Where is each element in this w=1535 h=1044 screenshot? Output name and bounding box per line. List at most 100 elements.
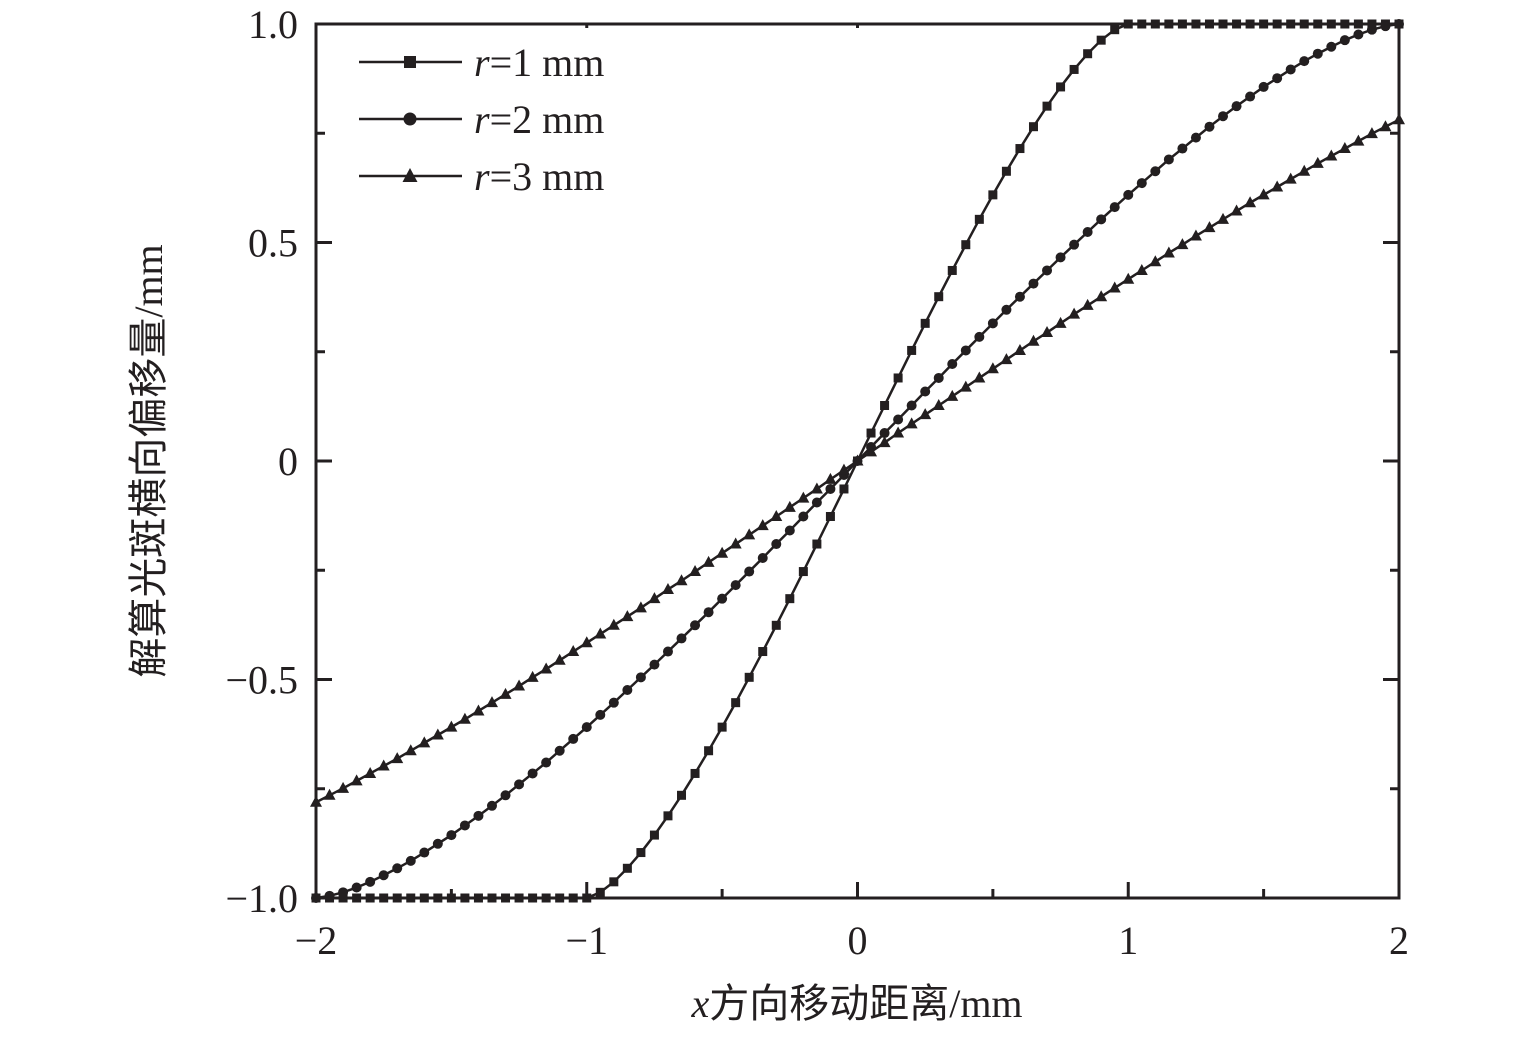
triangle-marker bbox=[418, 736, 431, 748]
triangle-marker bbox=[648, 592, 661, 604]
square-marker bbox=[1015, 144, 1025, 154]
triangle-marker bbox=[1203, 221, 1216, 233]
circle-marker bbox=[1096, 214, 1107, 225]
circle-marker bbox=[974, 331, 985, 342]
y-tick-label: 0 bbox=[278, 439, 298, 484]
triangle-marker bbox=[824, 472, 837, 484]
circle-marker bbox=[784, 525, 795, 536]
square-marker bbox=[663, 811, 673, 821]
circle-marker bbox=[514, 779, 525, 790]
circle-marker bbox=[987, 318, 998, 329]
circle-marker bbox=[473, 810, 484, 821]
triangle-marker bbox=[1149, 255, 1162, 267]
triangle-marker bbox=[878, 436, 891, 448]
triangle-marker bbox=[1027, 334, 1040, 346]
triangle-marker bbox=[634, 601, 647, 613]
triangle-marker bbox=[986, 362, 999, 374]
triangle-marker bbox=[973, 371, 986, 383]
square-marker bbox=[636, 848, 646, 858]
circle-marker bbox=[730, 580, 741, 591]
circle-marker bbox=[1285, 64, 1296, 75]
triangle-marker bbox=[431, 728, 444, 740]
circle-marker bbox=[771, 539, 782, 550]
circle-marker bbox=[1001, 304, 1012, 315]
circle-marker bbox=[446, 830, 457, 841]
x-tick-label: 0 bbox=[848, 918, 868, 963]
square-marker bbox=[690, 768, 700, 778]
triangle-marker bbox=[1081, 298, 1094, 310]
triangle-marker bbox=[1271, 180, 1284, 192]
circle-marker bbox=[879, 428, 890, 439]
circle-marker bbox=[1042, 265, 1053, 276]
square-marker bbox=[404, 56, 416, 68]
triangle-marker bbox=[1365, 127, 1378, 139]
triangle-marker bbox=[905, 417, 918, 429]
triangle-marker bbox=[1325, 149, 1338, 161]
triangle-marker bbox=[702, 555, 715, 567]
circle-marker bbox=[581, 722, 592, 733]
triangle-marker bbox=[1122, 272, 1135, 284]
circle-marker bbox=[486, 800, 497, 811]
triangle-marker bbox=[1284, 172, 1297, 184]
triangle-marker bbox=[837, 463, 850, 475]
triangle-marker bbox=[1108, 281, 1121, 293]
circle-marker bbox=[459, 820, 470, 831]
legend-label: r=3 mm bbox=[474, 154, 604, 199]
circle-marker bbox=[1245, 91, 1256, 102]
triangle-marker bbox=[1189, 229, 1202, 241]
triangle-marker bbox=[1041, 326, 1054, 338]
triangle-marker bbox=[377, 759, 390, 771]
square-marker bbox=[771, 620, 781, 630]
square-marker bbox=[839, 484, 849, 494]
circle-marker bbox=[635, 672, 646, 683]
triangle-marker bbox=[323, 788, 336, 800]
circle-marker bbox=[798, 511, 809, 522]
triangle-marker bbox=[851, 454, 864, 466]
circle-marker bbox=[1123, 189, 1134, 200]
legend-item: r=1 mm bbox=[359, 40, 604, 85]
square-marker bbox=[866, 428, 876, 438]
triangle-marker bbox=[1338, 142, 1351, 154]
legend-item: r=2 mm bbox=[359, 97, 604, 142]
square-marker bbox=[649, 830, 659, 840]
triangle-marker bbox=[513, 679, 526, 691]
circle-marker bbox=[811, 497, 822, 508]
square-marker bbox=[744, 672, 754, 682]
circle-marker bbox=[947, 358, 958, 369]
legend: r=1 mm r=2 mm r=3 mm bbox=[359, 40, 604, 199]
triangle-marker bbox=[404, 744, 417, 756]
triangle-marker bbox=[1162, 246, 1175, 258]
square-marker bbox=[1001, 166, 1011, 176]
circle-marker bbox=[1299, 56, 1310, 67]
triangle-marker bbox=[1068, 307, 1081, 319]
triangle-marker bbox=[621, 610, 634, 622]
circle-marker bbox=[1272, 73, 1283, 84]
circle-marker bbox=[662, 646, 673, 657]
triangle-marker bbox=[1352, 134, 1365, 146]
y-axis-label: 解算光斑横向偏移量/mm bbox=[126, 244, 171, 677]
circle-marker bbox=[392, 863, 403, 874]
circle-marker bbox=[1258, 81, 1269, 92]
x-tick-label: −1 bbox=[565, 918, 608, 963]
circle-marker bbox=[1190, 132, 1201, 143]
circle-marker bbox=[960, 345, 971, 356]
triangle-marker bbox=[1217, 212, 1230, 224]
circle-marker bbox=[500, 790, 511, 801]
circle-marker bbox=[933, 372, 944, 383]
triangle-marker bbox=[783, 500, 796, 512]
circle-marker bbox=[554, 745, 565, 756]
circle-marker bbox=[1150, 166, 1161, 177]
square-marker bbox=[1083, 49, 1093, 59]
circle-marker bbox=[1177, 143, 1188, 154]
circle-marker bbox=[622, 684, 633, 695]
square-marker bbox=[785, 594, 795, 604]
legend-label: r=1 mm bbox=[474, 40, 604, 85]
triangle-marker bbox=[729, 537, 742, 549]
triangle-marker bbox=[892, 426, 905, 438]
square-marker bbox=[622, 863, 632, 873]
triangle-marker bbox=[1054, 316, 1067, 328]
triangle-marker bbox=[919, 408, 932, 420]
triangle-marker bbox=[1379, 120, 1392, 132]
circle-marker bbox=[1312, 48, 1323, 59]
triangle-marker bbox=[567, 645, 580, 657]
